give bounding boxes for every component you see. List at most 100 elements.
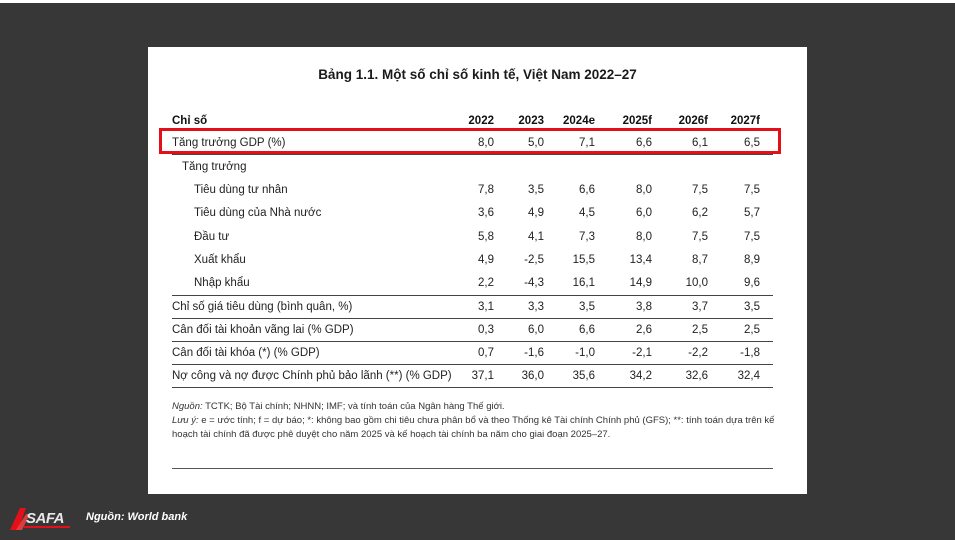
- header-label: Chỉ số: [172, 115, 208, 127]
- cell-value: 7,8: [478, 184, 494, 196]
- row-rule: [172, 295, 773, 296]
- table-notes: Nguồn: TCTK; Bộ Tài chính; NHNN; IMF; và…: [172, 400, 777, 442]
- cell-value: -2,1: [632, 347, 652, 359]
- cell-value: 14,9: [629, 277, 652, 289]
- row-rule: [172, 341, 773, 342]
- row-label: Nợ công và nợ được Chính phủ bảo lãnh (*…: [172, 370, 452, 382]
- cell-value: 3,7: [692, 301, 708, 313]
- cell-value: 4,1: [528, 231, 544, 243]
- cell-value: 35,6: [572, 370, 595, 382]
- cell-value: 7,5: [692, 231, 708, 243]
- cell-value: 10,0: [685, 277, 708, 289]
- cell-value: 6,1: [692, 137, 708, 149]
- cell-value: 6,0: [528, 324, 544, 336]
- header-year: 2023: [518, 115, 544, 127]
- cell-value: 4,9: [478, 254, 494, 266]
- cell-value: 7,5: [744, 184, 760, 196]
- safa-logo: SAFA: [8, 504, 72, 532]
- header-year: 2026f: [678, 115, 708, 127]
- safa-logo-mark-icon: [10, 508, 70, 530]
- row-label: Nhập khẩu: [194, 277, 250, 289]
- cell-value: 3,3: [528, 301, 544, 313]
- cell-value: 7,1: [579, 137, 595, 149]
- explanatory-note-text: e = ước tính; f = dự báo; *: không bao g…: [172, 415, 775, 440]
- cell-value: 15,5: [572, 254, 595, 266]
- cell-value: -1,6: [524, 347, 544, 359]
- cell-value: 2,6: [636, 324, 652, 336]
- row-rule: [172, 154, 773, 155]
- row-label: Xuất khẩu: [194, 254, 246, 266]
- cell-value: 6,5: [744, 137, 760, 149]
- cell-value: 32,4: [737, 370, 760, 382]
- cell-value: -2,2: [688, 347, 708, 359]
- cell-value: 8,0: [636, 184, 652, 196]
- header-year: 2025f: [622, 115, 652, 127]
- cell-value: 16,1: [572, 277, 595, 289]
- cell-value: 6,6: [636, 137, 652, 149]
- cell-value: 0,3: [478, 324, 494, 336]
- cell-value: 0,7: [478, 347, 494, 359]
- source-note-label: Nguồn:: [172, 401, 203, 412]
- row-label: Chỉ số giá tiêu dùng (bình quân, %): [172, 301, 353, 313]
- logo-text: SAFA: [26, 510, 65, 527]
- source-note: Nguồn: TCTK; Bộ Tài chính; NHNN; IMF; và…: [172, 400, 777, 414]
- cell-value: 6,0: [636, 207, 652, 219]
- cell-value: 7,5: [692, 184, 708, 196]
- cell-value: 7,3: [579, 231, 595, 243]
- top-strip: [0, 0, 955, 3]
- source-caption: Nguồn: World bank: [86, 511, 188, 523]
- cell-value: 13,4: [629, 254, 652, 266]
- cell-value: 2,5: [692, 324, 708, 336]
- cell-value: 8,7: [692, 254, 708, 266]
- cell-value: 9,6: [744, 277, 760, 289]
- row-rule: [172, 318, 773, 319]
- cell-value: 8,0: [478, 137, 494, 149]
- cell-value: 3,6: [478, 207, 494, 219]
- cell-value: 3,5: [579, 301, 595, 313]
- cell-value: -1,8: [740, 347, 760, 359]
- header-year: 2027f: [730, 115, 760, 127]
- table-row: Chỉ số giá tiêu dùng (bình quân, %) 3,1 …: [172, 296, 773, 318]
- cell-value: 5,0: [528, 137, 544, 149]
- cell-value: 37,1: [471, 370, 494, 382]
- row-label: Tiêu dùng tư nhân: [194, 184, 288, 196]
- table-row: Cân đối tài khóa (*) (% GDP) 0,7 -1,6 -1…: [172, 342, 773, 364]
- table-row: Xuất khẩu 4,9 -2,5 15,5 13,4 8,7 8,9: [172, 249, 773, 271]
- cell-value: 3,8: [636, 301, 652, 313]
- table-row: Đầu tư 5,8 4,1 7,3 8,0 7,5 7,5: [172, 226, 773, 248]
- table-row: Tiêu dùng của Nhà nước 3,6 4,9 4,5 6,0 6…: [172, 202, 773, 224]
- table-row: Tăng trưởng GDP (%) 8,0 5,0 7,1 6,6 6,1 …: [172, 132, 773, 154]
- cell-value: 6,6: [579, 184, 595, 196]
- row-label: Đầu tư: [194, 231, 230, 243]
- cell-value: 32,6: [685, 370, 708, 382]
- cell-value: 8,0: [636, 231, 652, 243]
- table-header-row: Chỉ số 2022 2023 2024e 2025f 2026f 2027f: [172, 110, 773, 132]
- cell-value: 34,2: [629, 370, 652, 382]
- cell-value: -1,0: [575, 347, 595, 359]
- row-label: Tăng trưởng: [182, 161, 247, 173]
- cell-value: 4,5: [579, 207, 595, 219]
- cell-value: 36,0: [521, 370, 544, 382]
- table-row: Nợ công và nợ được Chính phủ bảo lãnh (*…: [172, 365, 773, 387]
- cell-value: 4,9: [528, 207, 544, 219]
- bottom-rule: [172, 468, 773, 469]
- row-label: Tiêu dùng của Nhà nước: [194, 207, 322, 219]
- cell-value: 3,5: [744, 301, 760, 313]
- cell-value: 5,8: [478, 231, 494, 243]
- cell-value: 7,5: [744, 231, 760, 243]
- header-year: 2022: [468, 115, 494, 127]
- cell-value: 3,5: [528, 184, 544, 196]
- cell-value: 6,2: [692, 207, 708, 219]
- table-row: Nhập khẩu 2,2 -4,3 16,1 14,9 10,0 9,6: [172, 272, 773, 294]
- table-row: Tăng trưởng: [172, 156, 773, 178]
- row-rule: [172, 387, 773, 388]
- cell-value: 5,7: [744, 207, 760, 219]
- table-row: Cân đối tài khoản vãng lai (% GDP) 0,3 6…: [172, 319, 773, 341]
- cell-value: 6,6: [579, 324, 595, 336]
- row-label: Cân đối tài khóa (*) (% GDP): [172, 347, 320, 359]
- cell-value: -4,3: [524, 277, 544, 289]
- explanatory-note-label: Lưu ý:: [172, 415, 199, 426]
- row-label: Tăng trưởng GDP (%): [172, 137, 286, 149]
- header-year: 2024e: [563, 115, 595, 127]
- table-row: Tiêu dùng tư nhân 7,8 3,5 6,6 8,0 7,5 7,…: [172, 179, 773, 201]
